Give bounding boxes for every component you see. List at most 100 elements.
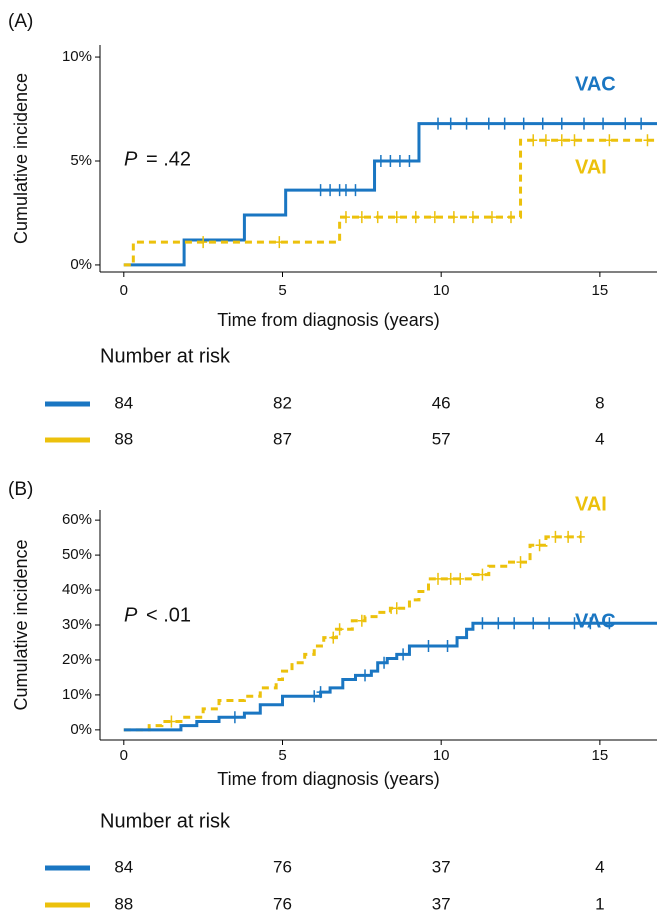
censor-mark (380, 656, 389, 669)
censor-mark (199, 236, 208, 249)
censor-mark (326, 184, 335, 197)
y-tick-label: 50% (62, 546, 92, 563)
censor-mark (310, 690, 319, 703)
y-tick-label: 40% (62, 581, 92, 598)
risk-value: 37 (432, 857, 451, 876)
censor-mark (230, 711, 239, 724)
censor-mark (434, 117, 443, 130)
y-tick-label: 0% (70, 721, 92, 738)
censor-mark (373, 211, 382, 224)
censor-mark (605, 134, 614, 147)
risk-value: 37 (432, 894, 451, 913)
y-tick-label: 10% (62, 686, 92, 703)
censor-mark (643, 134, 652, 147)
panel-label: (A) (8, 11, 33, 32)
censor-mark (519, 117, 528, 130)
step-curve (123, 122, 657, 267)
y-tick-label: 60% (62, 511, 92, 528)
censor-mark (484, 117, 493, 130)
censor-mark (449, 211, 458, 224)
p-value: < .01 (146, 604, 191, 626)
panel-label: (B) (8, 479, 33, 500)
censor-mark (446, 117, 455, 130)
censor-mark (395, 154, 404, 167)
censor-mark (580, 117, 589, 130)
risk-title: Number at risk (100, 810, 231, 832)
censor-mark (570, 617, 579, 630)
censor-mark (430, 211, 439, 224)
x-tick-label: 15 (592, 747, 609, 764)
censor-mark (275, 236, 284, 249)
censor-mark (341, 211, 350, 224)
censor-mark (434, 572, 443, 585)
censor-mark (557, 134, 566, 147)
censor-mark (316, 686, 325, 699)
censor-mark (361, 669, 370, 682)
y-tick-label: 10% (62, 48, 92, 65)
step-curve (123, 535, 581, 732)
censor-mark (167, 715, 176, 728)
step-curve (123, 138, 657, 267)
censor-mark (487, 211, 496, 224)
y-tick-label: 20% (62, 651, 92, 668)
censor-mark (446, 572, 455, 585)
y-axis-label: Cumulative incidence (11, 539, 31, 710)
censor-mark (424, 639, 433, 652)
risk-value: 76 (273, 857, 292, 876)
x-axis-label: Time from diagnosis (years) (217, 310, 439, 330)
censor-mark (468, 211, 477, 224)
risk-value: 88 (114, 894, 133, 913)
x-tick-label: 0 (120, 282, 128, 299)
step-curve (123, 621, 657, 732)
censor-mark (411, 211, 420, 224)
censor-mark (605, 617, 614, 630)
censor-mark (545, 617, 554, 630)
x-axis-label: Time from diagnosis (years) (217, 769, 439, 789)
censor-mark (357, 614, 366, 627)
series-label: VAC (575, 73, 616, 95)
censor-mark (392, 211, 401, 224)
x-tick-label: 0 (120, 747, 128, 764)
risk-value: 84 (114, 857, 133, 876)
censor-mark (541, 134, 550, 147)
censor-mark (576, 530, 585, 543)
risk-value: 88 (114, 429, 133, 448)
risk-value: 57 (432, 429, 451, 448)
risk-value: 46 (432, 393, 451, 412)
censor-mark (462, 117, 471, 130)
censor-mark (586, 617, 595, 630)
censor-mark (376, 154, 385, 167)
risk-value: 76 (273, 894, 292, 913)
censor-mark (564, 530, 573, 543)
censor-mark (405, 154, 414, 167)
series-label: VAI (575, 156, 607, 178)
risk-title: Number at risk (100, 345, 231, 367)
censor-mark (357, 211, 366, 224)
risk-value: 87 (273, 429, 292, 448)
censor-mark (535, 539, 544, 552)
censor-mark (443, 639, 452, 652)
censor-mark (529, 134, 538, 147)
censor-mark (500, 117, 509, 130)
y-axis-label: Cumulative incidence (11, 73, 31, 244)
risk-value: 8 (595, 393, 604, 412)
p-symbol: P (124, 148, 138, 170)
censor-mark (551, 530, 560, 543)
p-value: = .42 (146, 148, 191, 170)
censor-mark (529, 617, 538, 630)
risk-value: 1 (595, 894, 604, 913)
censor-mark (538, 117, 547, 130)
censor-mark (507, 211, 516, 224)
series-label: VAC (575, 610, 616, 632)
y-tick-label: 30% (62, 616, 92, 633)
risk-value: 4 (595, 857, 604, 876)
censor-mark (392, 602, 401, 615)
censor-mark (478, 568, 487, 581)
censor-mark (456, 572, 465, 585)
x-tick-label: 10 (433, 282, 450, 299)
censor-mark (386, 154, 395, 167)
censor-mark (478, 617, 487, 630)
censor-mark (316, 184, 325, 197)
censor-mark (335, 623, 344, 636)
